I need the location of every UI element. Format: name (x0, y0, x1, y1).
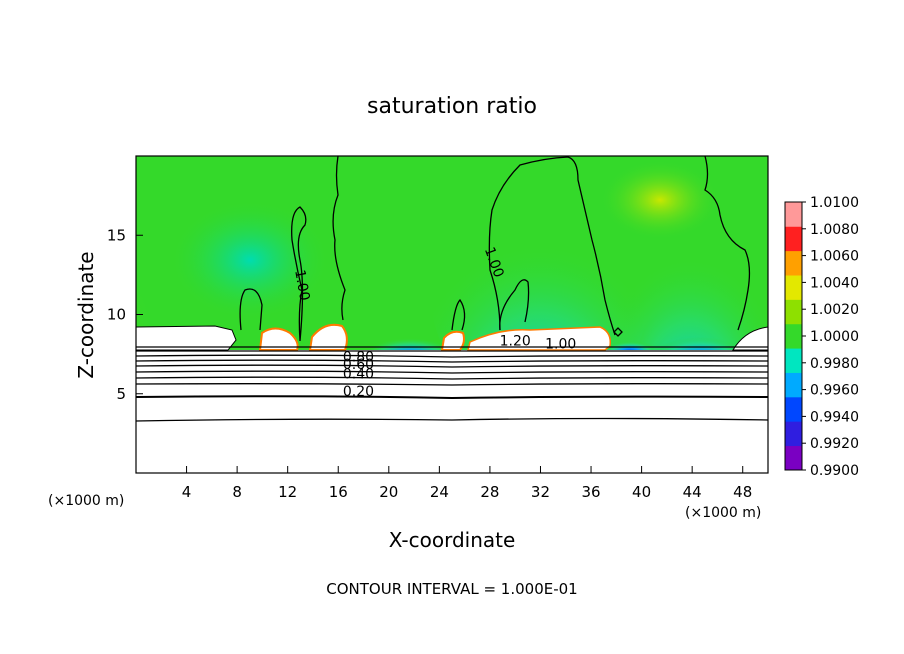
cloud-region-d (467, 326, 612, 351)
contour-label: 0.60 (343, 357, 374, 373)
colorbar-tick-label: 0.9960 (810, 383, 859, 399)
colorbar-swatch (785, 348, 802, 373)
colorbar-tick-label: 1.0060 (810, 249, 859, 265)
colorbar-tick-label: 0.9980 (810, 356, 859, 372)
colorbar-tick-label: 0.9920 (810, 436, 859, 452)
colorbar-swatch (785, 372, 802, 398)
plot-area: 1.001.001.20 1.000.800.600.400.20 (136, 156, 768, 473)
x-unit-right: (×1000 m) (685, 505, 761, 521)
colorbar-swatch (785, 202, 802, 227)
cloud-region-b (308, 323, 348, 351)
contour-label: 1.20 (500, 333, 531, 349)
colorbar-swatch (785, 275, 802, 300)
x-tick-label: 4 (182, 483, 192, 501)
y-tick-label: 10 (107, 306, 126, 324)
x-tick-label: 8 (232, 483, 242, 501)
cloud-region-a (258, 327, 299, 351)
x-tick-label: 32 (531, 483, 550, 501)
colorbar: 0.9900 0.9920 0.9940 0.9960 0.9980 1.0000 1.00… (784, 195, 859, 479)
x-tick-label: 20 (379, 483, 398, 501)
contour-label: 0.40 (343, 367, 374, 383)
x-tick-label: 16 (329, 483, 348, 501)
cloud-region-left (136, 325, 237, 351)
chart-title: saturation ratio (367, 94, 537, 119)
y-axis-ticks: 5 10 15 (107, 226, 143, 403)
colorbar-swatch (785, 250, 802, 276)
colorbar-tick-label: 1.0000 (810, 329, 859, 345)
contour-label: 0.80 (343, 349, 374, 365)
colorbar-swatch (785, 396, 802, 422)
y-axis-label: Z-coordinate (74, 251, 98, 378)
saturation-contours (136, 156, 768, 422)
colorbar-swatch (785, 323, 802, 349)
colorbar-tick-label: 1.0040 (810, 275, 859, 291)
colorbar-tick-label: 0.9900 (810, 463, 859, 479)
x-tick-label: 48 (733, 483, 752, 501)
colorbar-swatch (785, 421, 802, 447)
x-tick-label: 12 (278, 483, 297, 501)
colorbar-tick-label: 0.9940 (810, 409, 859, 425)
contour-label: 1.00 (291, 269, 312, 302)
x-tick-label: 44 (683, 483, 702, 501)
contour-label: 0.20 (343, 384, 374, 400)
y-tick-label: 5 (116, 385, 126, 403)
field-teal-upper (170, 200, 330, 320)
x-tick-label: 24 (430, 483, 449, 501)
x-unit-left: (×1000 m) (48, 493, 124, 509)
y-tick-label: 15 (107, 226, 126, 244)
contour-label: 1.00 (545, 337, 576, 353)
field-yellow-upper (600, 160, 720, 240)
colorbar-swatch (785, 445, 802, 471)
x-tick-label: 40 (632, 483, 651, 501)
contour-interval-note: CONTOUR INTERVAL = 1.000E-01 (326, 580, 577, 598)
x-axis-label: X-coordinate (389, 528, 516, 552)
subsaturated-lower-layer (136, 350, 768, 473)
colorbar-tick-label: 1.0100 (810, 195, 859, 211)
colorbar-swatch (785, 226, 802, 252)
cloud-region-c (440, 330, 465, 351)
x-tick-label: 28 (480, 483, 499, 501)
colorbar-tick-label: 1.0020 (810, 302, 859, 318)
colorbar-tick-label: 1.0080 (810, 222, 859, 238)
x-axis-ticks: 4 8 12 16 20 24 28 32 36 40 44 48 (182, 466, 752, 501)
cloud-region-right (732, 326, 768, 351)
x-tick-label: 36 (581, 483, 600, 501)
colorbar-swatch (785, 299, 802, 325)
